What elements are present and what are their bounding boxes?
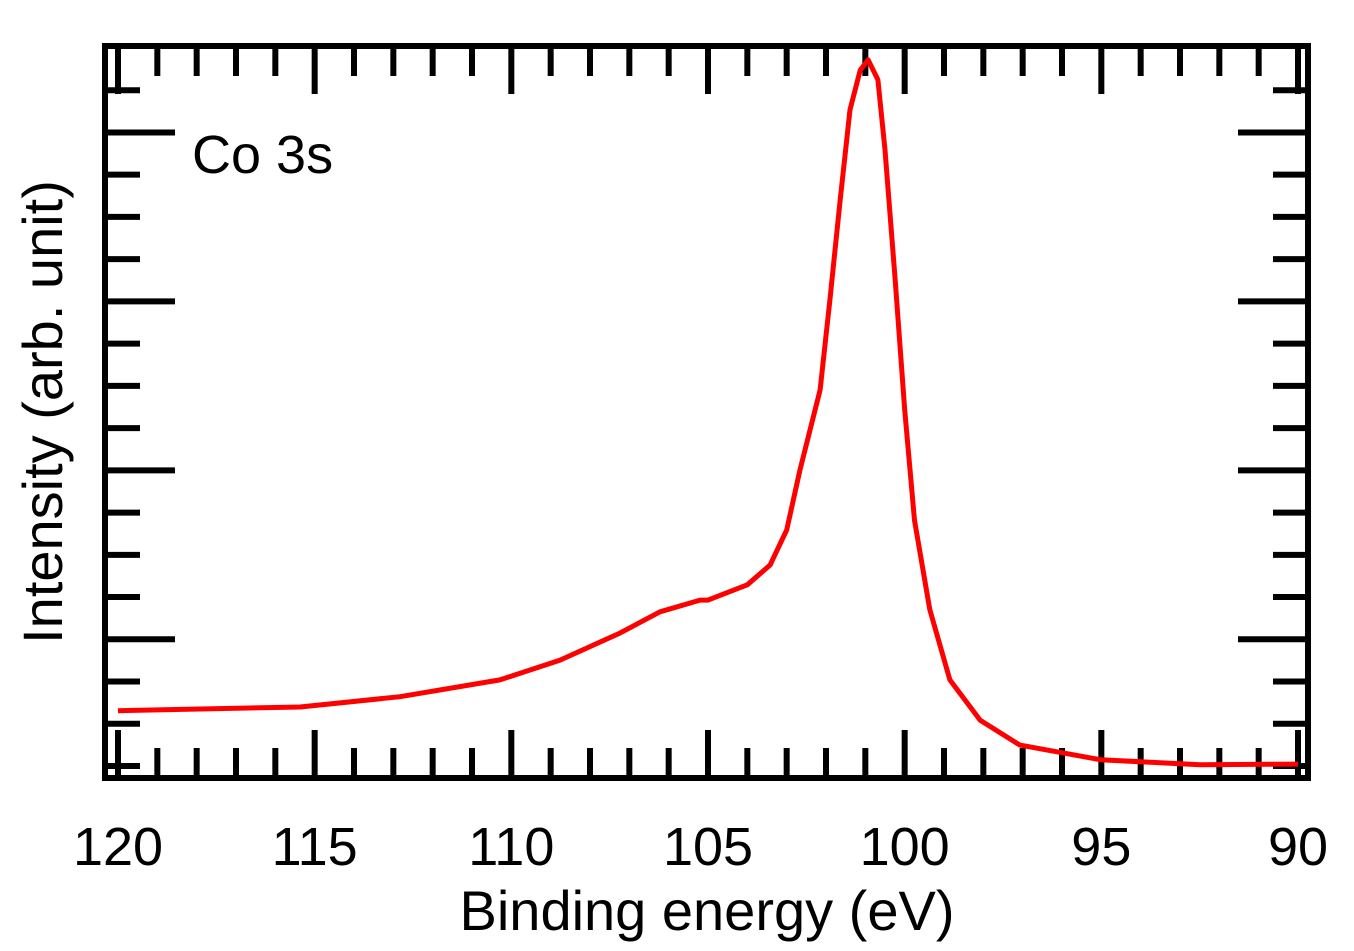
x-axis-label: Binding energy (eV) <box>460 879 955 942</box>
x-tick-label: 120 <box>73 817 163 877</box>
x-tick-label: 115 <box>272 817 358 877</box>
series-line-co3s <box>117 57 1299 768</box>
x-tick-label: 95 <box>1071 817 1131 877</box>
y-axis-label: Intensity (arb. unit) <box>11 180 74 644</box>
tick-marks <box>105 46 1308 778</box>
plot-frame <box>102 43 1311 781</box>
annotation-label: Co 3s <box>192 125 333 185</box>
x-tick-label: 110 <box>468 817 554 877</box>
x-tick-labels: 120 115 110 105 100 95 90 <box>73 817 1328 877</box>
x-tick-label: 105 <box>663 817 753 877</box>
x-tick-label: 90 <box>1268 817 1328 877</box>
x-tick-label: 100 <box>860 817 950 877</box>
